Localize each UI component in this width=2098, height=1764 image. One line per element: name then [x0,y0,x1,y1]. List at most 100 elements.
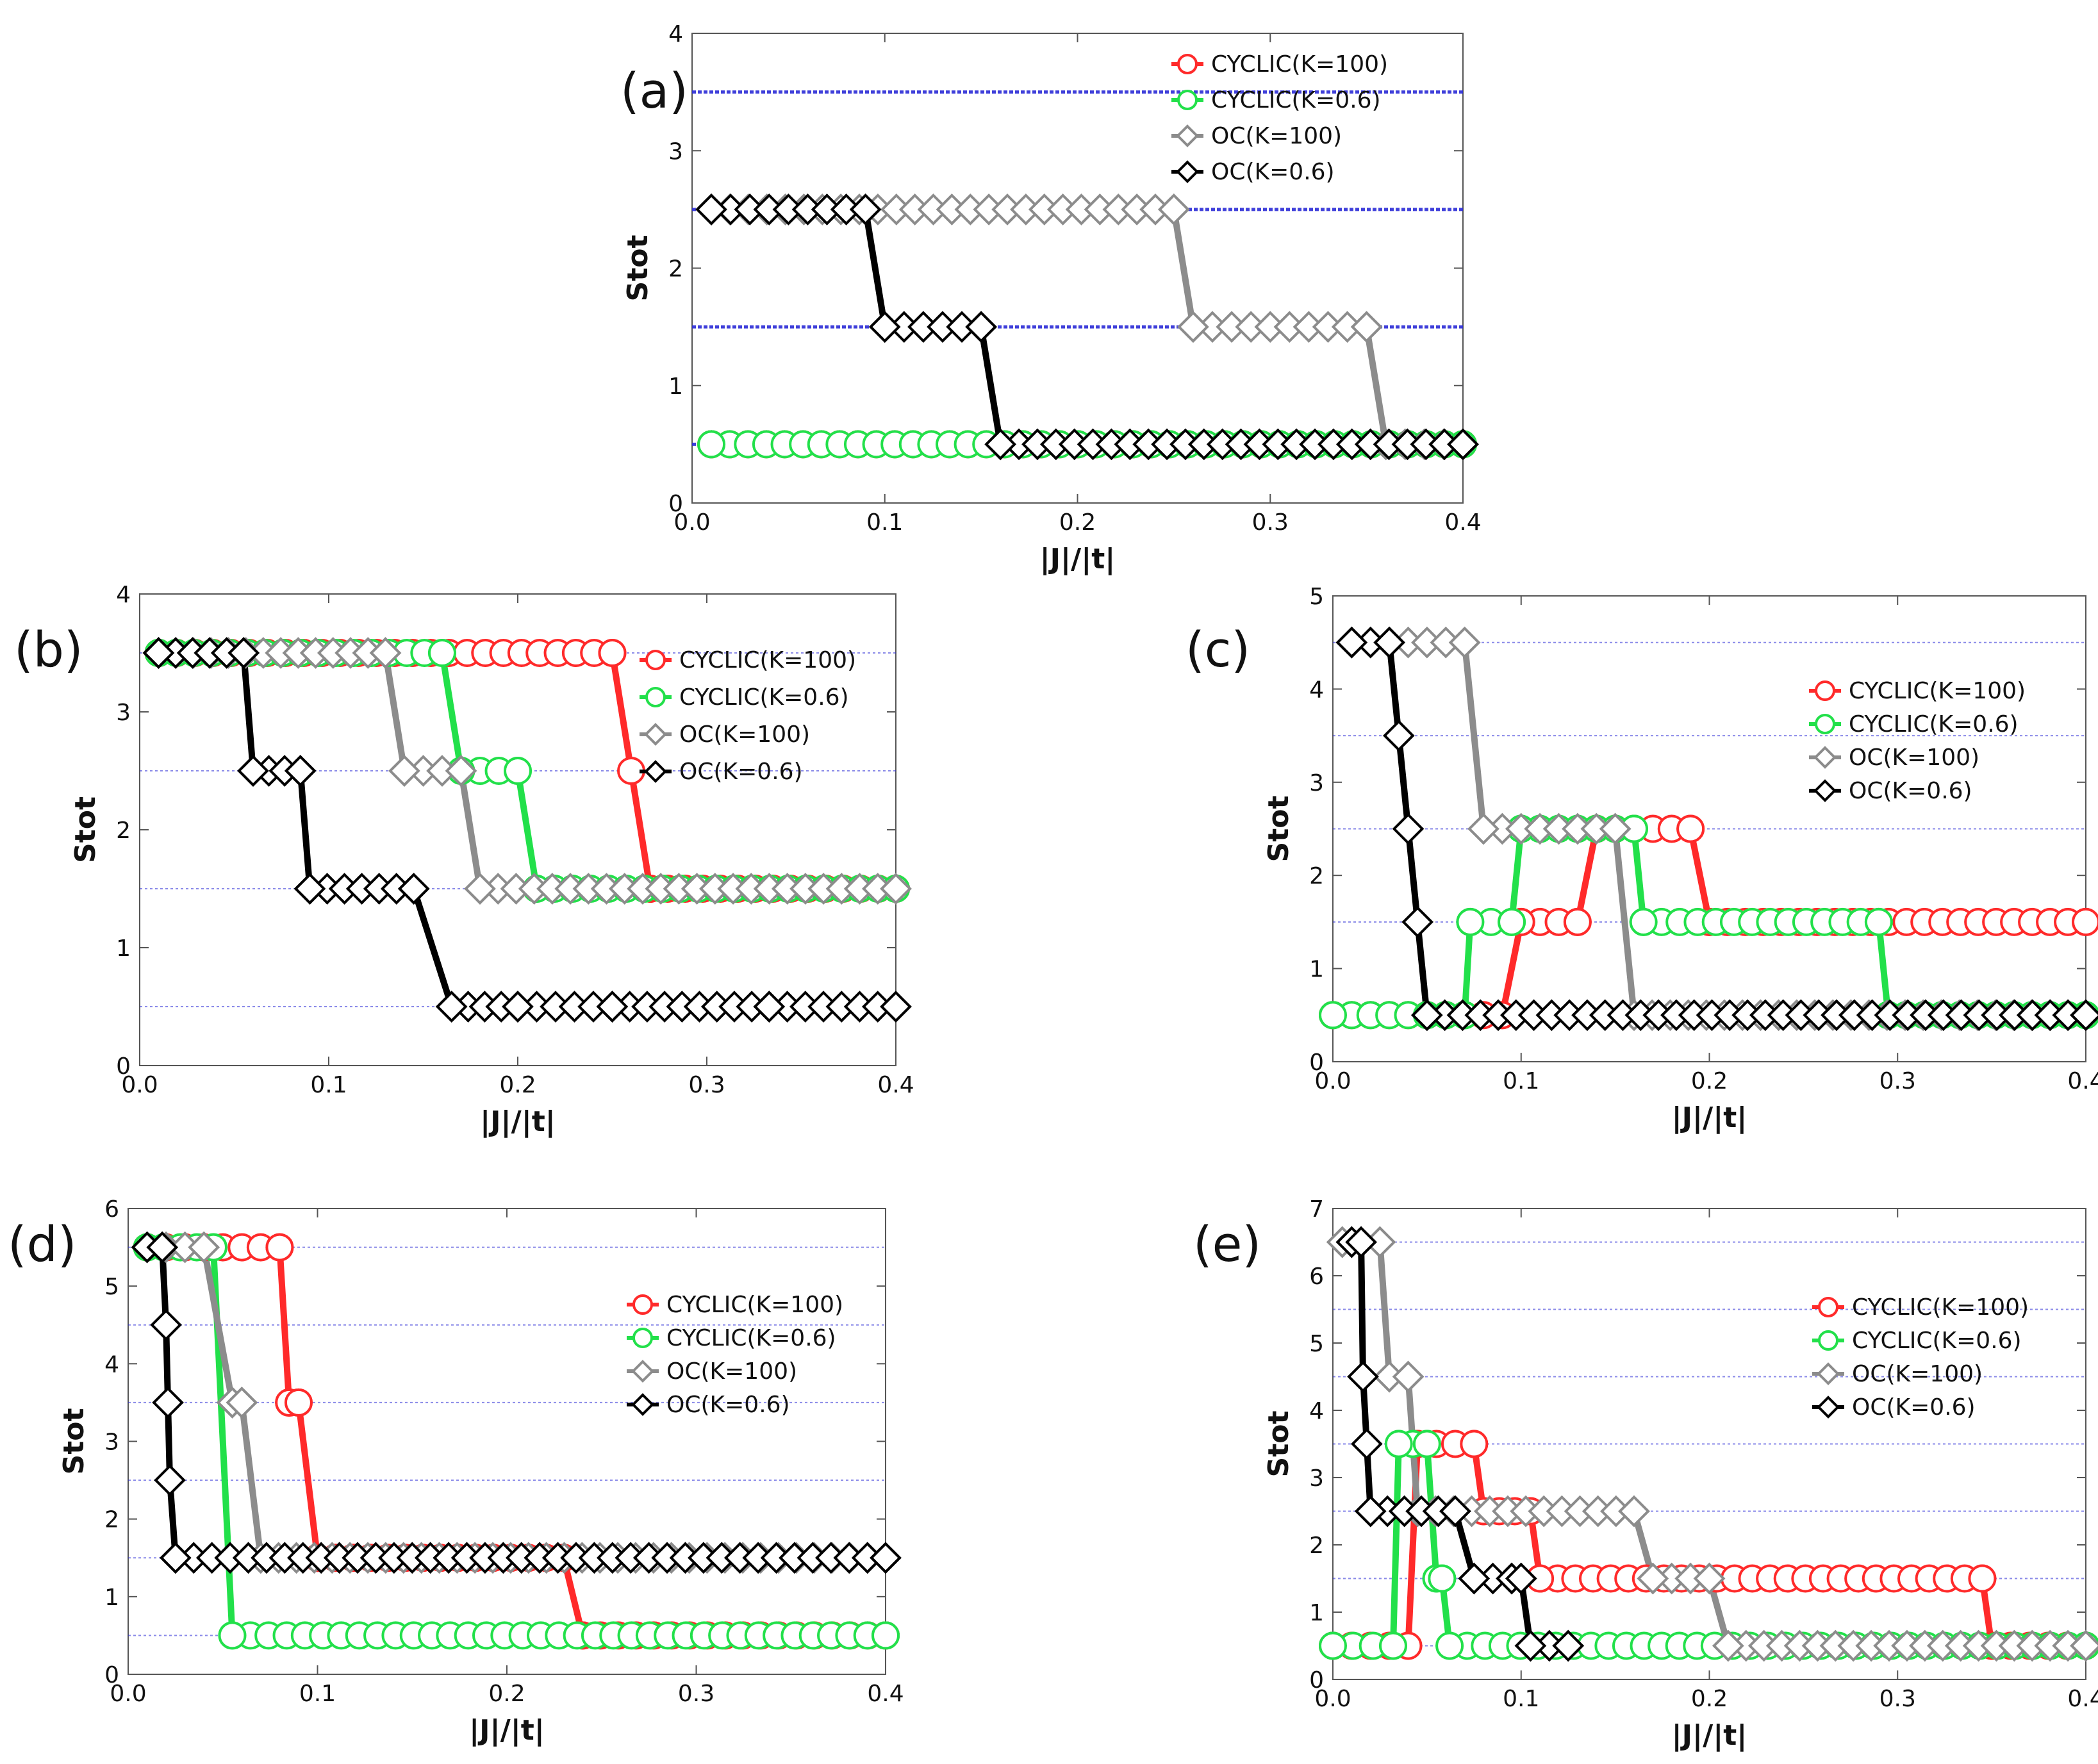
series-point-3 [1447,428,1479,461]
series-point-1 [1435,1631,1464,1660]
series-point-2 [1712,1629,1744,1662]
legend-marker [632,1328,653,1348]
series-point-3 [695,194,727,226]
legend-label: OC(K=0.6) [679,759,803,785]
panel-letter: (e) [1193,1216,1261,1273]
legend-label: CYCLIC(K=0.6) [679,684,849,711]
legend-marker [644,723,667,746]
series-point-3 [142,637,175,669]
x-tick-label: 0.0 [673,509,710,536]
x-tick-label: 0.2 [499,1072,536,1098]
legend-label: CYCLIC(K=0.6) [1211,87,1381,113]
series-point-1 [1319,1631,1347,1660]
legend-label: OC(K=0.6) [1849,778,1972,804]
series-point-3 [1401,906,1434,938]
y-tick-label: 2 [104,1507,119,1533]
series-point-3 [154,1464,186,1496]
y-tick-label: 5 [1309,584,1324,610]
series-point-2 [1599,812,1631,845]
legend-label: CYCLIC(K=0.6) [666,1325,836,1351]
x-tick-label: 0.2 [1691,1068,1728,1094]
legend-marker [1176,160,1199,183]
series-point-3 [596,991,629,1023]
series-point-2 [369,637,402,669]
x-tick-label: 0.4 [2067,1068,2098,1094]
series-point-2 [1467,812,1499,845]
legend-label: CYCLIC(K=100) [1849,678,2026,704]
y-tick-label: 2 [116,818,131,844]
series-point-1 [428,639,456,667]
series-point-3 [397,873,430,905]
series-point-1 [1864,907,1893,936]
x-axis-label: |J|/|t| [480,1105,556,1138]
series-point-1 [697,430,726,459]
series-point-3 [1347,1360,1379,1393]
legend-label: OC(K=0.6) [1211,159,1335,185]
x-axis-label: |J|/|t| [469,1714,545,1747]
panel-0: (a) 0.0 0.1 0.2 0.3 0.4 0 1 2 3 4 |J|/|t| Stot CYCLIC… [620,21,1482,575]
x-tick-label: 0.3 [1879,1686,1916,1712]
series-point-3 [1505,1562,1537,1595]
legend-marker [1818,1330,1838,1351]
legend-marker [645,687,666,707]
series-point-3 [870,1542,902,1574]
series-point-2 [388,755,420,787]
x-tick-label: 0.1 [1503,1068,1539,1094]
y-tick-label: 3 [116,700,131,726]
panel-4: (e) 0.0 0.1 0.2 0.3 0.4 0 1 2 3 4 5 6 7 |J|/|t| Stot CYC… [1193,1196,2098,1752]
series-point-1 [1428,1564,1457,1593]
series-point-3 [1345,1226,1377,1258]
series-point-2 [226,1387,258,1419]
panel-letter: (c) [1185,621,1250,678]
series-point-2 [880,873,912,905]
x-tick-label: 0.3 [1252,509,1289,536]
legend-marker [1817,1362,1840,1385]
y-tick-label: 1 [104,1585,119,1611]
x-tick-label: 0.0 [110,1681,146,1707]
legend-marker [1815,680,1835,701]
y-tick-label: 1 [1309,1600,1324,1626]
series-point-3 [237,755,269,787]
x-axis-label: |J|/|t| [1672,1101,1747,1134]
panel-2: (c) 0.0 0.1 0.2 0.3 0.4 0 1 2 3 4 5 |J|/|t| Stot CYCLI… [1185,584,2098,1134]
series-point-2 [2070,1629,2098,1662]
series-point-3 [1373,626,1405,659]
legend-marker [1813,746,1837,769]
series-point-0 [1563,907,1592,936]
x-tick-label: 0.0 [1314,1686,1351,1712]
y-tick-label: 6 [104,1196,119,1223]
series-point-2 [188,1231,220,1264]
legend-label: OC(K=100) [679,721,810,748]
y-tick-label: 2 [668,256,683,283]
series-point-3 [1552,1629,1585,1662]
series-point-3 [227,637,260,669]
legend-marker [632,1294,653,1315]
series-point-3 [146,1231,179,1264]
series-point-1 [504,757,532,785]
legend-marker [1176,124,1199,147]
y-tick-label: 1 [1309,957,1324,983]
series-line-0 [1330,825,2089,1019]
series-point-3 [1439,1495,1471,1528]
y-tick-label: 4 [116,582,131,608]
series-point-2 [1158,194,1190,226]
legend-label: CYCLIC(K=0.6) [1849,711,2019,738]
legend-marker [1815,714,1835,734]
panel-letter: (a) [620,62,688,119]
series-point-2 [445,755,477,787]
legend-marker [631,1360,654,1383]
series-line-1 [1330,1440,2089,1649]
series-point-1 [1319,1001,1347,1030]
x-tick-label: 0.3 [1879,1068,1916,1094]
series-point-3 [150,1308,182,1341]
x-tick-label: 0.3 [688,1072,725,1098]
series-point-1 [1412,1430,1441,1458]
series-point-3 [160,1542,192,1574]
series-point-1 [871,1621,900,1650]
series-point-3 [435,991,468,1023]
series-point-1 [1384,1430,1413,1458]
series-point-3 [1351,1428,1383,1460]
series-point-2 [464,873,496,905]
y-tick-label: 0 [116,1053,131,1080]
y-tick-label: 3 [1309,1465,1324,1492]
